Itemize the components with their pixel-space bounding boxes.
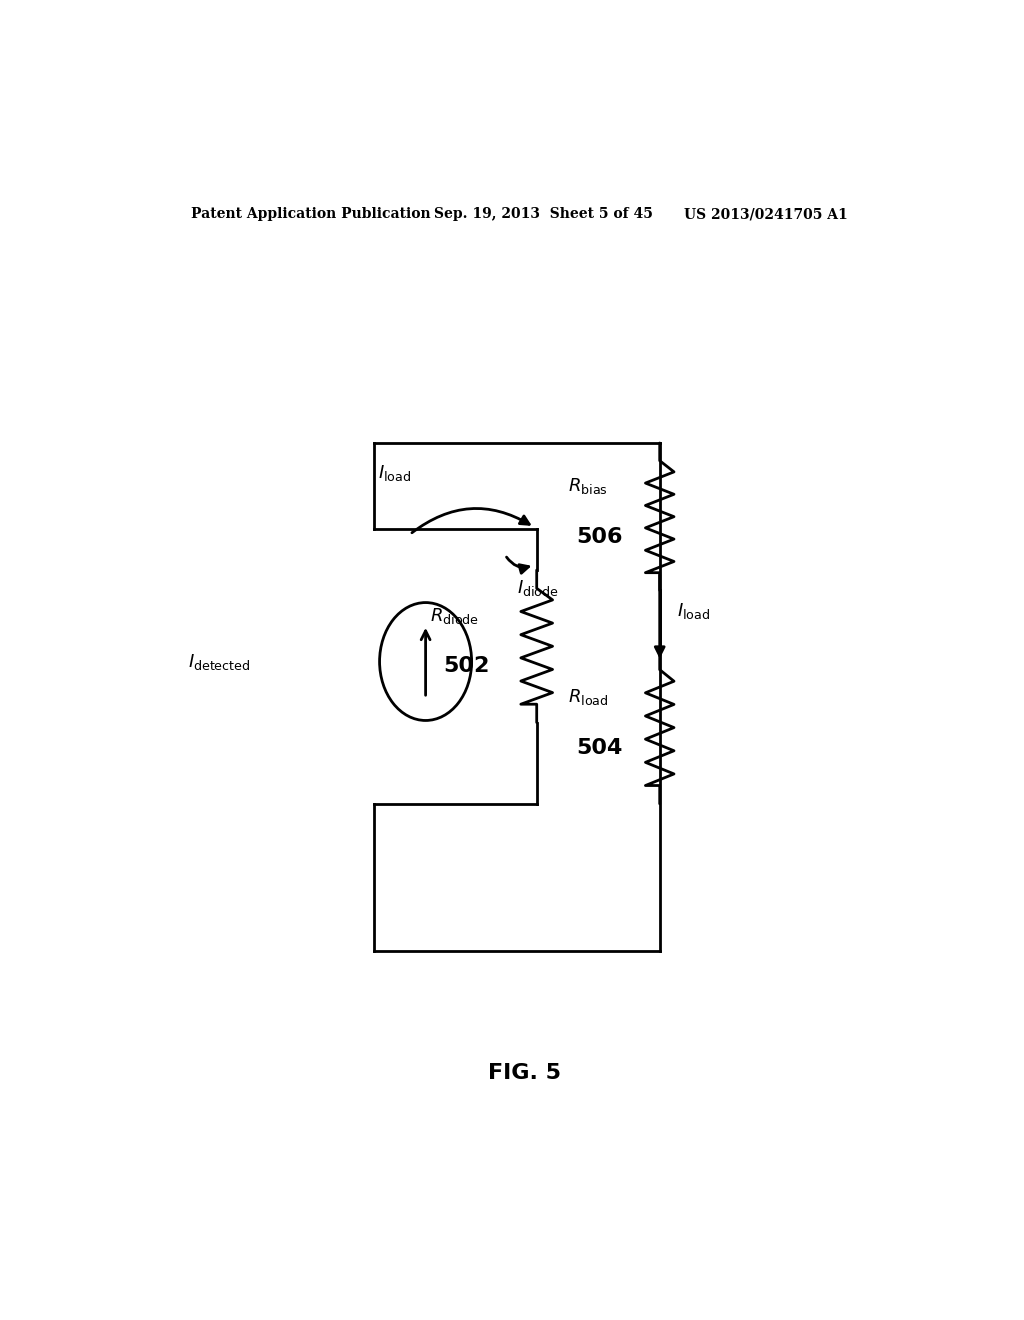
Text: $I_{\mathregular{diode}}$: $I_{\mathregular{diode}}$ [517, 578, 558, 598]
Text: $I_{\mathregular{detected}}$: $I_{\mathregular{detected}}$ [187, 652, 250, 672]
Text: $I_{\mathregular{load}}$: $I_{\mathregular{load}}$ [378, 463, 412, 483]
Text: Patent Application Publication: Patent Application Publication [191, 207, 431, 222]
FancyArrowPatch shape [412, 508, 529, 533]
Text: $I_{\mathregular{load}}$: $I_{\mathregular{load}}$ [677, 601, 711, 620]
Text: 502: 502 [443, 656, 489, 676]
Text: 506: 506 [577, 527, 623, 546]
Text: US 2013/0241705 A1: US 2013/0241705 A1 [684, 207, 847, 222]
Text: Sep. 19, 2013  Sheet 5 of 45: Sep. 19, 2013 Sheet 5 of 45 [433, 207, 652, 222]
Text: $R_{\mathregular{diode}}$: $R_{\mathregular{diode}}$ [430, 606, 478, 626]
Text: 504: 504 [577, 738, 623, 758]
Text: $R_{\mathregular{bias}}$: $R_{\mathregular{bias}}$ [568, 477, 608, 496]
Text: $R_{\mathregular{load}}$: $R_{\mathregular{load}}$ [568, 688, 609, 708]
Text: FIG. 5: FIG. 5 [488, 1063, 561, 1084]
FancyArrowPatch shape [507, 557, 528, 573]
